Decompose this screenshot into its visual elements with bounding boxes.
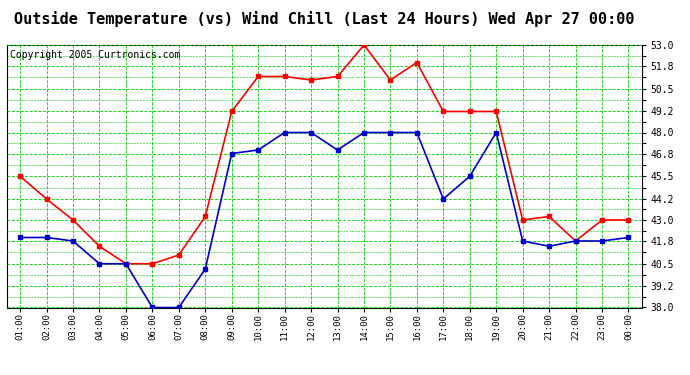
Text: Copyright 2005 Curtronics.com: Copyright 2005 Curtronics.com [10,50,181,60]
Text: Outside Temperature (vs) Wind Chill (Last 24 Hours) Wed Apr 27 00:00: Outside Temperature (vs) Wind Chill (Las… [14,11,635,27]
